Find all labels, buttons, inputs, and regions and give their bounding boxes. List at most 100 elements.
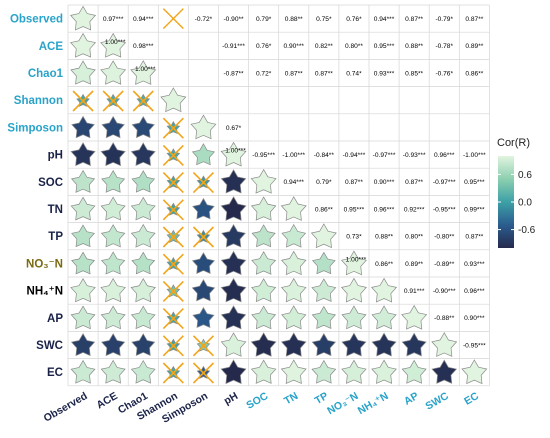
cell-value-label: -0.90*** — [433, 288, 456, 295]
star-mark-Observed-Observed — [70, 5, 97, 31]
star-mark-SWC-NH4N — [371, 332, 397, 357]
cell-value-label: 0.95*** — [344, 206, 365, 213]
star-mark-AP-Chao1 — [130, 305, 156, 330]
star-mark-SWC-SOC — [250, 332, 277, 357]
legend-title: Cor(R) — [497, 137, 530, 149]
star-mark-TP-Observed — [71, 224, 96, 248]
row-label-NO3N: NO₃⁻N — [26, 258, 63, 270]
star-mark-EC-SOC — [250, 359, 277, 384]
star-mark-SWC-pH — [220, 332, 247, 357]
star-mark-Chao1-Chao1 — [130, 60, 157, 85]
cell-value-label: 0.74* — [346, 70, 362, 77]
star-mark-Simposon-Chao1 — [131, 115, 155, 139]
cell-value-label: 0.87** — [465, 234, 483, 241]
cell-value-label: 0.75* — [316, 16, 332, 23]
cell-value-label: -0.89** — [434, 261, 455, 268]
cross-mark — [162, 362, 184, 384]
star-mark-NO3N-Observed — [71, 251, 96, 275]
star-mark-TN-SOC — [250, 196, 277, 221]
cell-value-label: 0.97*** — [103, 16, 124, 23]
cell-value-label: -0.90** — [223, 16, 244, 23]
cross-mark — [162, 199, 184, 221]
grid-lines — [67, 4, 490, 387]
cell-value-labels: 0.97*** 0.94*** -0.72* -0.90** 0.79* 0.88** 0.… — [103, 16, 486, 349]
star-mark-TP-SOC — [251, 224, 276, 248]
star-mark-EC-Chao1 — [130, 359, 156, 384]
star-mark-EC-SWC — [431, 359, 458, 384]
cell-value-label: 0.94*** — [374, 16, 395, 23]
cell-value-label: 0.86** — [315, 206, 333, 213]
star-mark-NO3N-pH — [220, 250, 247, 276]
star-mark-Shannon-Shannon — [160, 87, 187, 113]
star-mark-SWC-TN — [280, 332, 307, 357]
cell-value-label: 0.96*** — [374, 206, 395, 213]
cross-mark — [162, 253, 184, 275]
star-mark-NH4N-Observed — [70, 277, 96, 303]
cross-mark — [162, 226, 184, 248]
row-label-Observed: Observed — [10, 14, 63, 26]
star-mark-EC-TN — [280, 359, 307, 385]
star-mark-EC-Observed — [70, 359, 96, 384]
star-mark-pH-Chao1 — [130, 142, 156, 167]
star-mark-NH4N-Chao1 — [130, 278, 156, 303]
star-mark-Chao1-Observed — [70, 60, 96, 85]
star-mark-NH4N-ACE — [100, 277, 126, 303]
star-mark-SWC-AP — [401, 332, 427, 357]
cross-mark — [192, 335, 215, 357]
star-mark-TP-Chao1 — [130, 223, 156, 248]
cell-value-label: 0.88** — [285, 16, 303, 23]
cell-value-label: 0.92*** — [404, 206, 425, 213]
col-label-NH4N: NH₄⁺N — [356, 390, 391, 417]
star-mark-SOC-ACE — [101, 169, 126, 193]
row-label-AP: AP — [47, 313, 63, 325]
star-mark-SWC-TP — [311, 333, 337, 357]
cross-mark — [192, 362, 215, 384]
cell-value-label: -0.95*** — [463, 342, 486, 349]
cell-value-label: 0.90*** — [464, 315, 485, 322]
cell-value-label: -0.93*** — [403, 152, 426, 159]
star-mark-NO3N-Chao1 — [131, 251, 156, 275]
cell-value-label: 0.72* — [256, 70, 272, 77]
cross-mark — [162, 144, 184, 166]
col-label-EC: EC — [462, 390, 481, 408]
star-mark-TN-Chao1 — [130, 196, 156, 221]
cell-value-label: -0.97*** — [433, 179, 456, 186]
cross-mark — [162, 335, 184, 357]
star-mark-NH4N-Simposon — [191, 279, 216, 302]
cell-value-label: -1.00*** — [463, 152, 486, 159]
cross-mark — [162, 172, 184, 194]
cell-value-label: -1.00*** — [282, 152, 305, 159]
col-label-TP: TP — [313, 390, 331, 407]
cell-value-label: 0.87** — [405, 179, 423, 186]
legend-tick-label: -0.6 — [518, 225, 536, 236]
row-label-Simposon: Simposon — [7, 122, 63, 134]
cross-mark — [102, 90, 124, 112]
cell-value-label: 0.88** — [375, 234, 393, 241]
col-label-ACE: ACE — [94, 390, 119, 411]
cell-value-label: 0.96*** — [464, 288, 485, 295]
star-mark-SWC-ACE — [101, 333, 126, 357]
col-label-AP: AP — [402, 390, 421, 408]
star-mark-TN-Observed — [70, 196, 96, 221]
cell-value-label: -0.95*** — [252, 152, 275, 159]
star-mark-TN-ACE — [100, 196, 126, 221]
star-mark-TN-TN — [280, 196, 307, 221]
star-mark-TN-pH — [220, 196, 247, 221]
cell-value-label: -0.87** — [223, 70, 244, 77]
cell-value-label: 0.82** — [315, 43, 333, 50]
star-mark-pH-ACE — [100, 142, 126, 167]
star-mark-SWC-NO3N — [341, 332, 367, 357]
col-label-pH: pH — [222, 390, 240, 407]
legend: Cor(R) 0.6 0.0 -0.6 — [497, 137, 536, 248]
cell-value-label: -0.95*** — [433, 206, 456, 213]
star-mark-NH4N-pH — [220, 277, 247, 303]
star-mark-NH4N-SOC — [251, 278, 277, 303]
cross-mark — [162, 8, 184, 30]
star-mark-pH-pH — [220, 141, 247, 167]
star-mark-AP-AP — [401, 304, 428, 330]
star-mark-TP-TN — [281, 223, 307, 248]
cell-value-label: 0.87** — [285, 70, 303, 77]
diagonal-value-label: 1.00*** — [135, 66, 156, 73]
star-mark-NO3N-NO3N — [340, 250, 367, 276]
